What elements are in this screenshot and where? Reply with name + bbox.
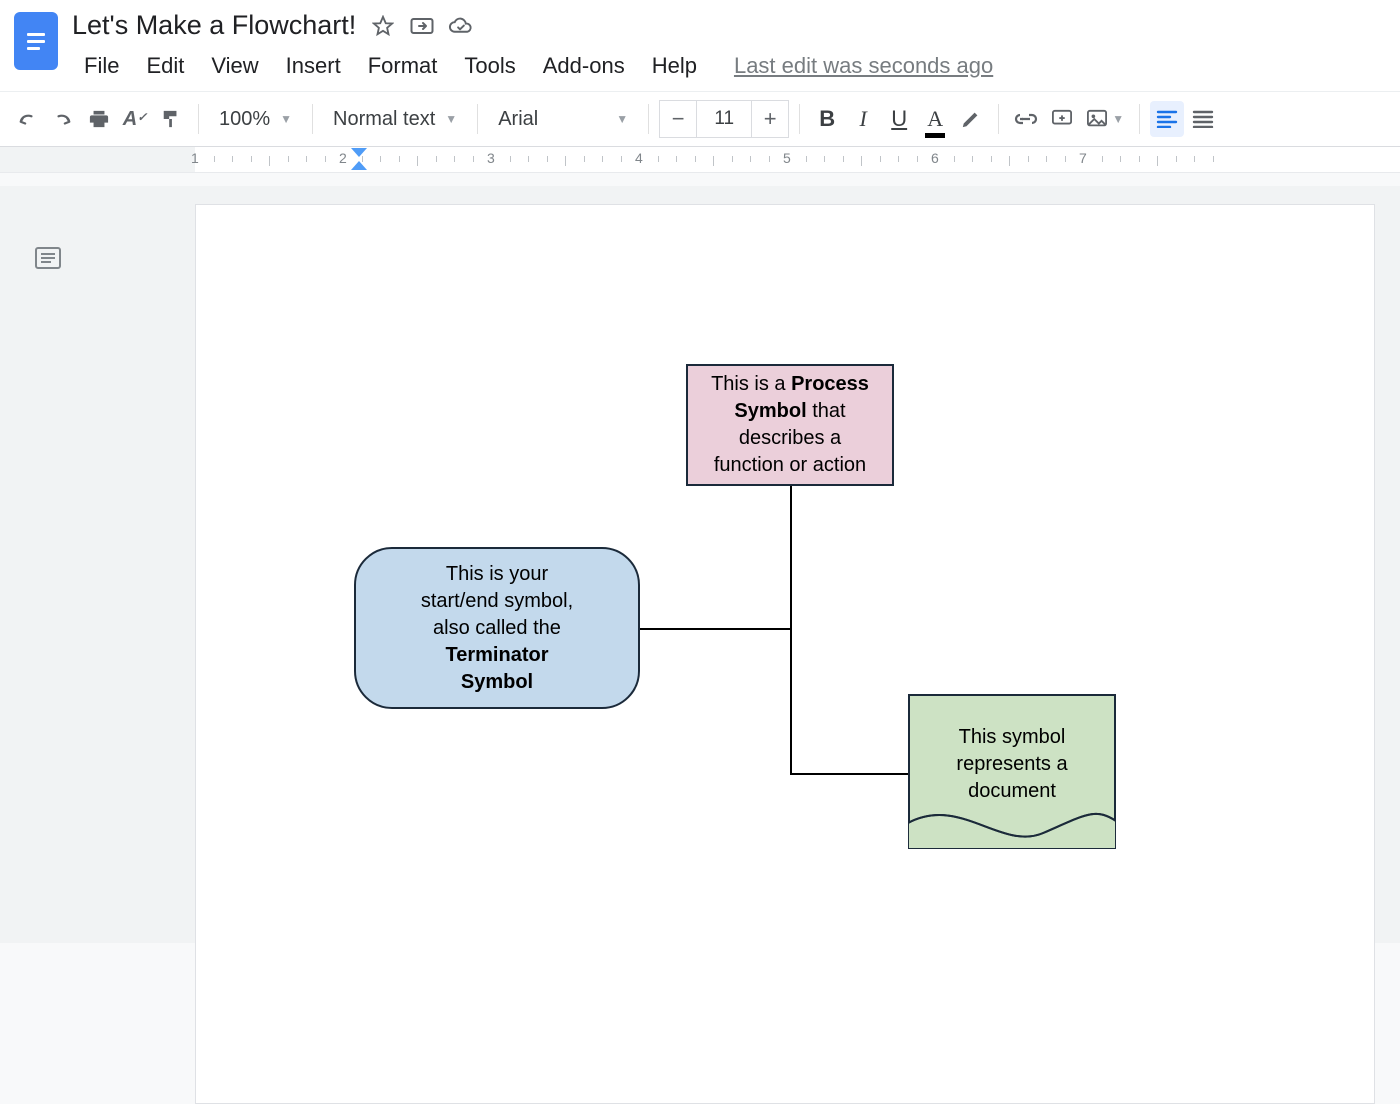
move-folder-icon[interactable] [409,15,434,37]
menu-tools[interactable]: Tools [452,51,527,81]
menu-format[interactable]: Format [356,51,450,81]
insert-comment-button[interactable] [1045,101,1079,137]
ruler-number: 7 [1079,150,1087,166]
connector-segment [640,628,790,630]
process-text: This is a Process Symbol that describes … [704,371,876,479]
font-size-increase-button[interactable]: + [751,100,789,138]
chevron-down-icon: ▼ [445,112,457,126]
align-justify-button[interactable] [1186,101,1220,137]
toolbar: A✓ 100% ▼ Normal text ▼ Arial ▼ − + B I … [0,91,1400,147]
paragraph-style-dropdown[interactable]: Normal text ▼ [323,108,467,131]
zoom-value: 100% [219,108,270,131]
terminator-text: This is yourstart/end symbol,also called… [421,561,573,696]
bold-button[interactable]: B [810,101,844,137]
last-edit-link[interactable]: Last edit was seconds ago [730,51,997,81]
connector-segment [790,486,792,630]
chevron-down-icon: ▼ [1112,112,1124,126]
ruler-number: 6 [931,150,939,166]
menu-file[interactable]: File [72,51,131,81]
document-area: This is yourstart/end symbol,also called… [0,186,1400,943]
chevron-down-icon: ▼ [616,112,628,126]
menu-edit[interactable]: Edit [134,51,196,81]
align-left-button[interactable] [1150,101,1184,137]
zoom-dropdown[interactable]: 100% ▼ [209,108,302,131]
paint-format-button[interactable] [154,101,188,137]
doc-title[interactable]: Let's Make a Flowchart! [72,10,356,41]
ruler-number: 5 [783,150,791,166]
star-icon[interactable] [370,15,395,37]
ruler[interactable]: 1 2 3 4 5 6 7 [0,147,1400,173]
menu-bar: File Edit View Insert Format Tools Add-o… [72,41,997,91]
flowchart-process-shape[interactable]: This is a Process Symbol that describes … [686,364,894,486]
insert-link-button[interactable] [1009,101,1043,137]
font-family-value: Arial [498,108,538,131]
text-color-swatch [925,133,945,138]
redo-button[interactable] [46,101,80,137]
cloud-status-icon[interactable] [448,15,473,37]
font-family-dropdown[interactable]: Arial ▼ [488,108,638,131]
flowchart-terminator-shape[interactable]: This is yourstart/end symbol,also called… [354,547,640,709]
font-size-input[interactable] [697,100,751,138]
menu-help[interactable]: Help [640,51,709,81]
font-size-decrease-button[interactable]: − [659,100,697,138]
indent-marker[interactable] [350,147,368,171]
text-color-button[interactable]: A [918,101,952,137]
flowchart-document-shape[interactable]: This symbol represents a document [908,694,1116,848]
highlight-button[interactable] [954,101,988,137]
outline-toggle-button[interactable] [28,238,68,278]
ruler-number: 4 [635,150,643,166]
chevron-down-icon: ▼ [280,112,292,126]
menu-addons[interactable]: Add-ons [531,51,637,81]
print-button[interactable] [82,101,116,137]
ruler-number: 2 [339,150,347,166]
insert-image-button[interactable]: ▼ [1081,101,1129,137]
italic-button[interactable]: I [846,101,880,137]
ruler-number: 3 [487,150,495,166]
menu-insert[interactable]: Insert [274,51,353,81]
document-text: This symbol represents a document [926,724,1098,805]
connector-segment [790,628,792,773]
underline-button[interactable]: U [882,101,916,137]
ruler-number: 1 [191,150,199,166]
menu-view[interactable]: View [199,51,270,81]
font-size-group: − + [659,100,789,138]
undo-button[interactable] [10,101,44,137]
connector-segment [790,773,908,775]
document-page[interactable]: This is yourstart/end symbol,also called… [195,204,1375,1104]
paragraph-style-value: Normal text [333,108,435,131]
docs-logo[interactable] [14,12,58,70]
header-bar: Let's Make a Flowchart! File Edit View I… [0,0,1400,91]
spellcheck-button[interactable]: A✓ [118,101,152,137]
